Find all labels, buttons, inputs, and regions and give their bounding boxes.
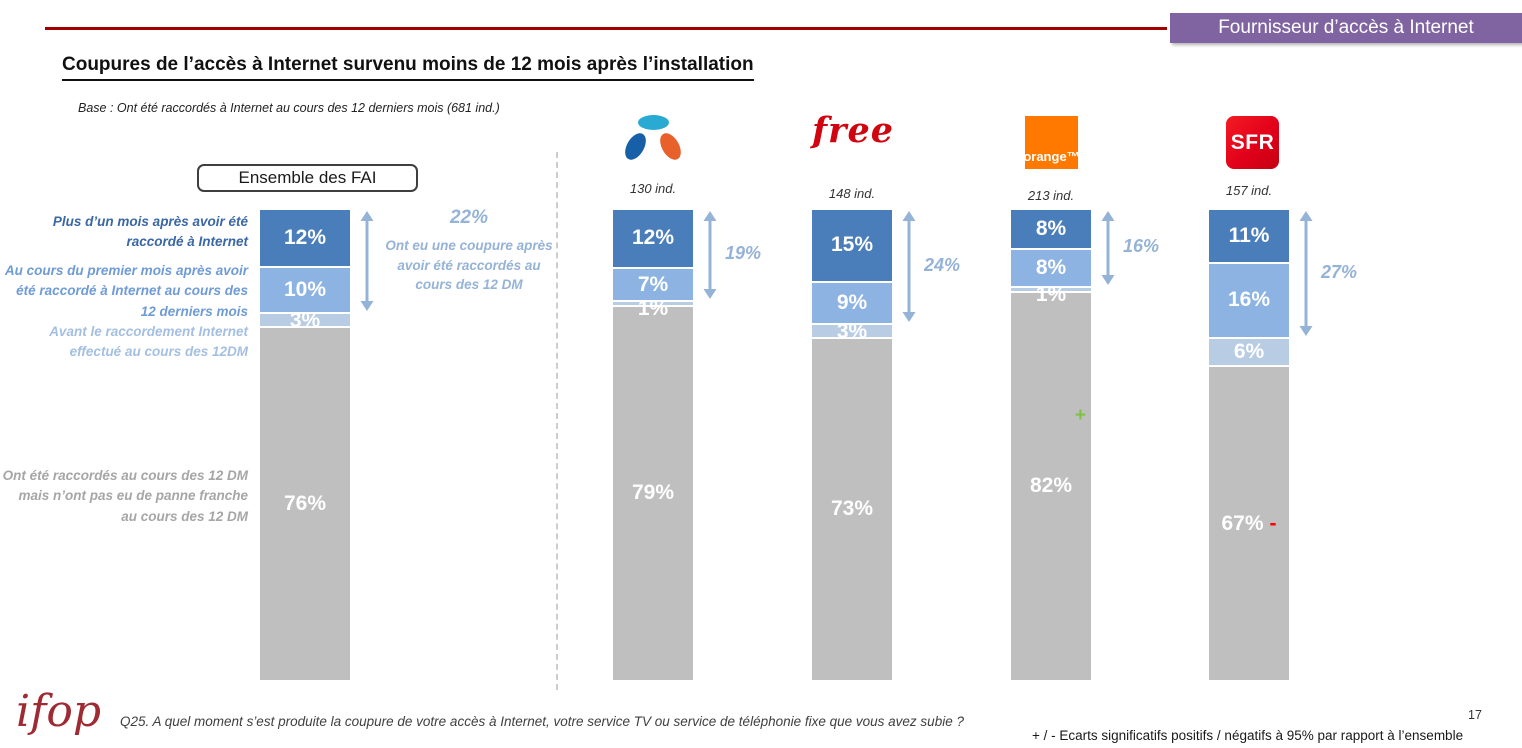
legend-label-premier-mois: Au cours du premier mois après avoir été… <box>4 263 248 319</box>
bar-value-label: 6% <box>1233 339 1265 363</box>
bar-value-label: 67% - <box>1221 511 1277 535</box>
bar-value-label: 15% <box>830 233 874 257</box>
free-logo: free <box>812 110 895 151</box>
section-banner: Fournisseur d’accès à Internet <box>1170 13 1522 43</box>
bar-value-label: 11% <box>1228 223 1270 247</box>
bar-value-label: 3% <box>836 319 868 343</box>
bar-segment: 67% - <box>1209 365 1289 680</box>
bouygues-petal-icon <box>638 115 669 130</box>
bar-value-label: 7% <box>637 272 669 296</box>
base-note: Base : Ont été raccordés à Internet au c… <box>78 101 500 115</box>
bar-value-label: 1% <box>637 297 669 321</box>
coupure-range-arrow <box>360 211 374 311</box>
sample-size-sfr: 157 ind. <box>1225 183 1273 198</box>
page-title: Coupures de l’accès à Internet survenu m… <box>62 54 754 81</box>
bar-segment: 79% <box>613 304 693 680</box>
coupure-total-label: 24% <box>924 254 961 275</box>
coupure-total-label: 16% <box>1123 236 1160 256</box>
bar-value-label: 1% <box>1035 282 1067 306</box>
bar-value-label: 9% <box>836 290 868 314</box>
survey-question: Q25. A quel moment s’est produite la cou… <box>120 714 964 729</box>
bar-segment: 7% <box>613 266 693 301</box>
legend-label-pas-de-panne: Ont été raccordés au cours des 12 DM mai… <box>2 468 248 524</box>
sample-size-bouygues: 130 ind. <box>629 181 677 196</box>
bar-value-label: 3% <box>289 309 321 333</box>
bar-segment: 9% <box>812 280 892 323</box>
sfr-logo: SFR <box>1226 116 1279 169</box>
bar-value-label: 76% <box>283 492 327 516</box>
bar-value-label: 12% <box>283 225 327 249</box>
legend-label-avant-raccordement: Avant le raccordement Internet effectué … <box>49 324 248 360</box>
bar-segment: 73% <box>812 336 892 680</box>
bar-segment: 15% <box>812 210 892 281</box>
ensemble-fai-box: Ensemble des FAI <box>197 164 418 192</box>
significance-minus: - <box>1269 511 1277 535</box>
bar-segment: 76% <box>260 326 350 680</box>
bar-segment: 10% <box>260 265 350 313</box>
coupure-total-label: 19% <box>725 243 762 263</box>
bar-sfr: 11% 16% 6% 67% - 27% <box>1209 210 1357 680</box>
bar-segment: 16% <box>1209 261 1289 337</box>
bar-segment: 11% <box>1209 210 1289 262</box>
header-rule <box>45 27 1167 30</box>
bouygues-petal-icon <box>655 129 686 164</box>
ensemble-coupure-annotation: 22% Ont eu une coupure après avoir été r… <box>383 207 555 295</box>
bar-free: 15% 9% 3% 73% 24% <box>812 210 960 680</box>
bar-segment: 8% <box>1011 247 1091 286</box>
bar-ensemble: 12% 10% 3% 76% <box>260 210 374 680</box>
bar-orange: 8% 8% 1% 82% +16% <box>1011 210 1159 680</box>
bar-bouygues: 12% 7% 1% 79% 19% <box>613 210 761 680</box>
orange-logo: orange™ <box>1023 116 1080 169</box>
bar-segment: 12% <box>613 210 693 267</box>
ensemble-fai-box-label: Ensemble des FAI <box>238 168 377 187</box>
bouygues-logo <box>620 114 686 166</box>
ifop-logo: ifop <box>16 686 102 737</box>
bar-value-label: 79% <box>631 481 675 505</box>
bar-value-label: 82% <box>1029 474 1073 498</box>
bar-value-label: 10% <box>283 278 327 302</box>
bar-segment: 1% <box>1011 283 1091 306</box>
bar-segment: 82% + <box>1011 290 1091 680</box>
page-number: 17 <box>1468 708 1482 722</box>
coupure-range-arrow <box>1299 211 1313 336</box>
bar-segment: 3% <box>812 320 892 343</box>
bar-segment: 3% <box>260 309 350 332</box>
coupure-range-arrow <box>902 211 916 322</box>
sample-size-orange: 213 ind. <box>1027 188 1075 203</box>
bar-value-label: 12% <box>631 226 675 250</box>
bouygues-petal-icon <box>620 129 651 164</box>
coupure-range-arrow <box>1101 211 1115 285</box>
bar-segment: 1% <box>613 297 693 320</box>
bar-value-label: 16% <box>1227 288 1271 312</box>
dashed-separator <box>556 152 558 690</box>
bar-segment: 12% <box>260 210 350 266</box>
coupure-total-label: 27% <box>1321 261 1358 282</box>
significance-note: + / - Ecarts significatifs positifs / né… <box>1032 728 1464 743</box>
coupure-range-arrow <box>703 211 717 299</box>
sample-size-free: 148 ind. <box>828 186 876 201</box>
legend-label-plus-dun-mois: Plus d’un mois après avoir été raccordé … <box>52 214 248 250</box>
bar-segment: 6% <box>1209 336 1289 366</box>
bar-value-label: 8% <box>1035 216 1067 240</box>
ensemble-coupure-text: Ont eu une coupure après avoir été racco… <box>385 238 553 293</box>
bar-value-label: 8% <box>1035 255 1067 279</box>
bar-value-label: 73% <box>830 497 874 521</box>
bar-segment: 8% <box>1011 210 1091 248</box>
significance-plus: + <box>1074 404 1086 426</box>
ensemble-coupure-total: 22% <box>449 207 489 228</box>
